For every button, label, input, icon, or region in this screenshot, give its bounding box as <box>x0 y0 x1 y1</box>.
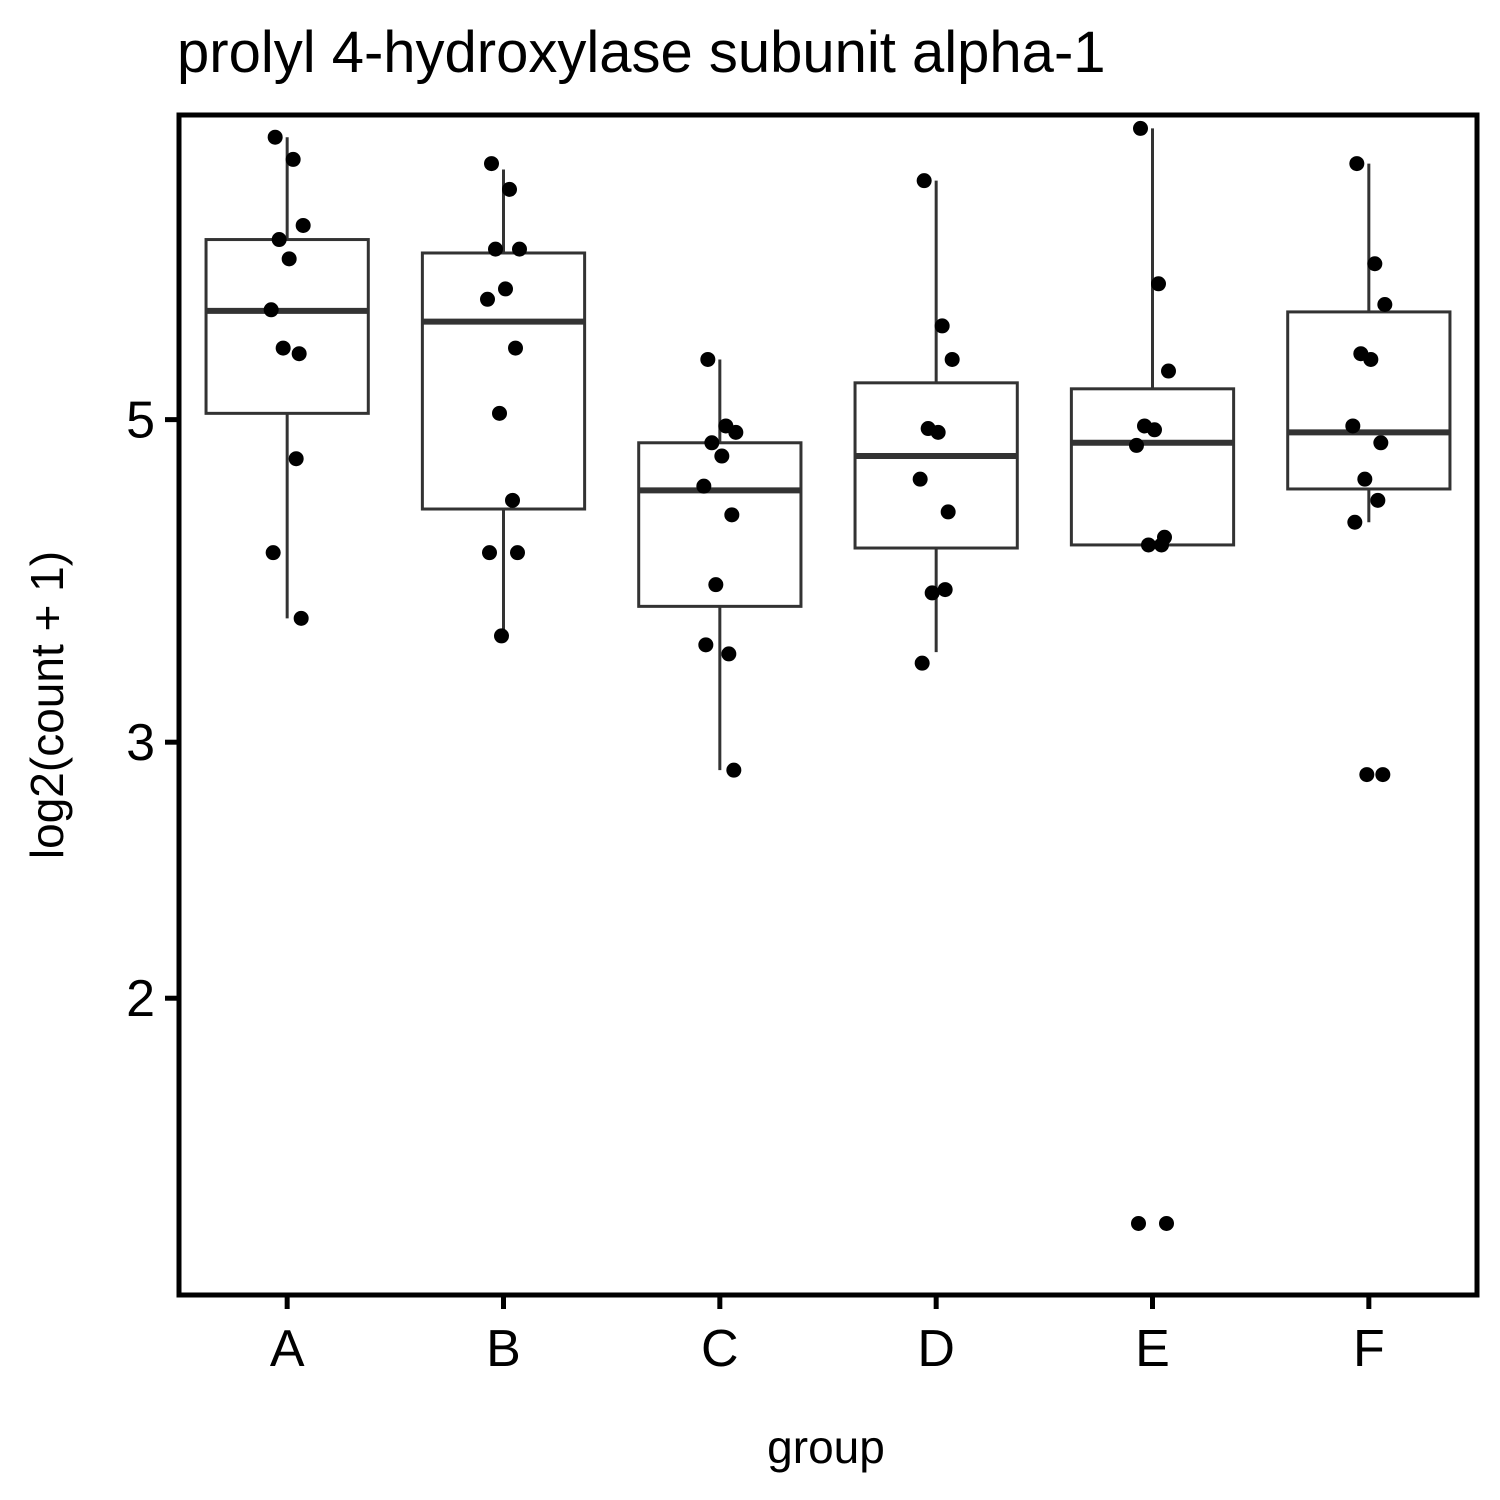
data-point <box>1147 422 1162 438</box>
data-point <box>498 281 513 297</box>
data-point <box>1133 120 1148 136</box>
data-point <box>728 424 744 440</box>
y-axis: 2 3 5 <box>126 392 179 1028</box>
data-point <box>265 545 281 561</box>
plot-area <box>204 120 1452 1231</box>
box-iqr <box>1286 310 1452 491</box>
data-point <box>295 217 311 233</box>
data-point <box>934 318 950 334</box>
data-point <box>281 251 297 267</box>
data-point <box>488 241 503 257</box>
data-point <box>1161 363 1176 379</box>
data-point <box>930 424 946 440</box>
data-point <box>291 346 307 362</box>
data-point <box>482 545 497 561</box>
y-tick-label: 5 <box>126 392 155 450</box>
data-point <box>494 628 509 644</box>
box-e <box>1069 128 1236 547</box>
chart-title: prolyl 4-hydroxylase subunit alpha-1 <box>177 20 1106 85</box>
points-e <box>1129 120 1176 1231</box>
x-tick-label: D <box>917 1320 955 1378</box>
data-point <box>698 637 714 653</box>
points-a <box>263 129 311 626</box>
data-point <box>916 173 932 189</box>
x-tick-label: C <box>701 1320 739 1378</box>
data-point <box>285 151 301 167</box>
data-point <box>708 577 724 593</box>
data-point <box>1347 514 1363 530</box>
data-point <box>267 129 283 145</box>
data-point <box>484 156 499 172</box>
data-point <box>263 302 279 318</box>
data-point <box>944 351 960 367</box>
data-point <box>1375 767 1391 783</box>
data-point <box>502 181 517 197</box>
plot-border <box>176 112 1480 1298</box>
data-point <box>271 232 287 248</box>
data-point <box>1363 351 1379 367</box>
data-point <box>288 451 304 467</box>
data-point <box>512 241 527 257</box>
box-iqr <box>853 381 1019 550</box>
data-point <box>1131 1215 1146 1231</box>
data-point <box>912 471 928 487</box>
data-point <box>1151 276 1166 292</box>
x-tick-label: F <box>1353 1320 1385 1378</box>
data-point <box>1159 1215 1174 1231</box>
x-tick-label: A <box>270 1320 305 1378</box>
data-point <box>726 762 742 778</box>
data-point <box>721 646 737 662</box>
data-point <box>724 507 740 523</box>
y-axis-title: log2(count + 1) <box>21 551 73 859</box>
data-point <box>700 351 716 367</box>
data-point <box>293 610 309 626</box>
data-point <box>1154 537 1169 553</box>
y-tick-label: 3 <box>126 714 155 772</box>
data-point <box>1377 297 1393 313</box>
data-point <box>275 340 291 356</box>
x-tick-label: B <box>486 1320 521 1378</box>
data-point <box>1370 492 1386 508</box>
data-point <box>480 291 495 307</box>
data-point <box>696 478 712 494</box>
data-point <box>508 340 523 356</box>
data-point <box>505 492 520 508</box>
data-point <box>1349 156 1365 172</box>
data-point <box>492 405 507 421</box>
points-b <box>480 156 527 644</box>
box-f <box>1286 163 1452 523</box>
box-b <box>420 169 587 636</box>
data-point <box>1373 435 1389 451</box>
x-tick-label: E <box>1135 1320 1170 1378</box>
data-point <box>1357 471 1373 487</box>
data-point <box>714 448 730 464</box>
data-point <box>1129 437 1144 453</box>
data-point <box>704 435 720 451</box>
points-d <box>912 173 960 671</box>
y-tick-label: 2 <box>126 970 155 1028</box>
box-iqr <box>420 251 587 511</box>
data-point <box>1141 537 1156 553</box>
data-point <box>1359 767 1375 783</box>
x-axis-title: group <box>767 1421 885 1473</box>
box-d <box>853 180 1019 653</box>
data-point <box>924 585 940 601</box>
x-axis: A B C D E F <box>270 1295 1385 1378</box>
points-f <box>1345 156 1393 783</box>
data-point <box>1367 256 1383 272</box>
data-point <box>914 655 930 671</box>
data-point <box>940 504 956 520</box>
box-iqr <box>204 238 370 415</box>
points-c <box>696 351 744 778</box>
box-iqr <box>1069 387 1236 547</box>
box-c <box>637 359 803 771</box>
box-a <box>204 137 370 619</box>
data-point <box>1345 418 1361 434</box>
data-point <box>510 545 525 561</box>
data-point <box>937 582 953 598</box>
